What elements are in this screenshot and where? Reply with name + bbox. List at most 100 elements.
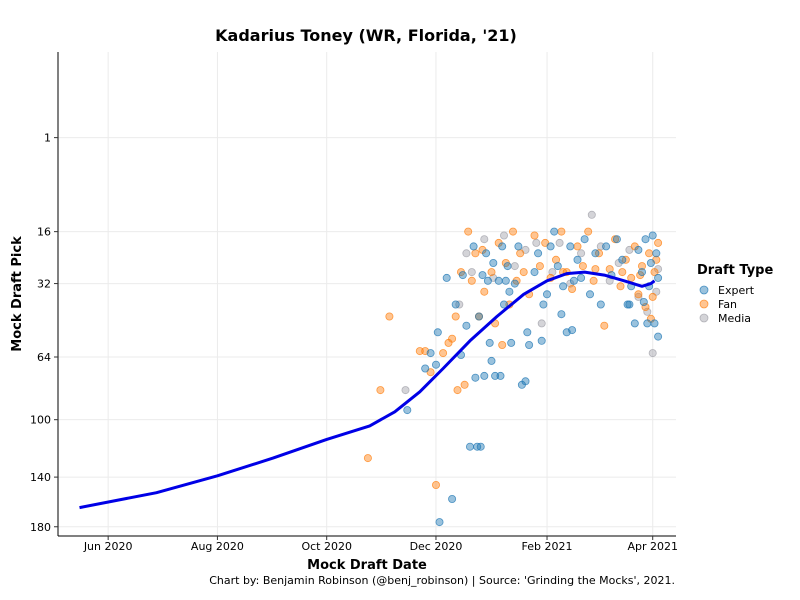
point-expert-52 bbox=[586, 290, 595, 299]
point-fan-16 bbox=[471, 249, 480, 258]
point-expert-11 bbox=[462, 321, 471, 330]
point-expert-43 bbox=[553, 262, 562, 271]
y-axis-ticks: 1 16 32 64 100 140 180 bbox=[30, 132, 58, 534]
point-expert-41 bbox=[546, 242, 555, 251]
point-fan-14 bbox=[464, 227, 473, 236]
point-expert-4 bbox=[433, 328, 442, 337]
x-tick-label: Aug 2020 bbox=[191, 540, 244, 553]
point-fan-38 bbox=[568, 284, 577, 293]
legend-swatch-expert bbox=[699, 285, 709, 295]
legend-label-media: Media bbox=[718, 312, 751, 325]
point-media-4 bbox=[480, 235, 489, 244]
point-fan-45 bbox=[605, 265, 614, 274]
point-expert-34 bbox=[514, 242, 523, 251]
legend-swatch-media bbox=[699, 313, 709, 323]
point-expert-72 bbox=[639, 297, 648, 306]
point-expert-12 bbox=[465, 442, 474, 451]
point-fan-29 bbox=[519, 268, 528, 277]
point-fan-1 bbox=[376, 386, 385, 395]
point-media-14 bbox=[577, 249, 586, 258]
y-tick-label: 16 bbox=[37, 226, 51, 239]
point-expert-17 bbox=[476, 442, 485, 451]
point-fan-51 bbox=[634, 290, 643, 299]
y-tick-label: 64 bbox=[37, 351, 51, 364]
point-expert-22 bbox=[485, 338, 494, 347]
point-media-0 bbox=[401, 386, 410, 395]
point-fan-10 bbox=[451, 312, 460, 321]
point-media-7 bbox=[510, 262, 519, 271]
point-media-6 bbox=[499, 231, 508, 240]
legend-label-expert: Expert bbox=[718, 284, 755, 297]
point-expert-77 bbox=[539, 300, 548, 309]
point-expert-68 bbox=[652, 249, 661, 258]
point-fan-2 bbox=[385, 312, 394, 321]
legend-title: Draft Type bbox=[697, 263, 773, 278]
point-expert-42 bbox=[550, 227, 559, 236]
point-expert-25 bbox=[491, 371, 500, 380]
point-expert-37 bbox=[525, 340, 534, 349]
x-axis-title: Mock Draft Date bbox=[307, 558, 427, 573]
point-fan-59 bbox=[648, 292, 657, 301]
point-fan-28 bbox=[516, 249, 525, 258]
point-expert-66 bbox=[648, 231, 657, 240]
point-expert-36 bbox=[521, 377, 530, 386]
point-expert-3 bbox=[431, 360, 440, 369]
point-fan-11 bbox=[453, 386, 462, 395]
point-fan-62 bbox=[591, 265, 600, 274]
point-expert-49 bbox=[573, 255, 582, 264]
point-expert-79 bbox=[646, 258, 655, 267]
point-expert-67 bbox=[650, 319, 659, 328]
point-fan-26 bbox=[508, 227, 517, 236]
point-expert-23 bbox=[487, 356, 496, 365]
point-media-12 bbox=[555, 238, 564, 247]
point-fan-42 bbox=[589, 276, 598, 285]
x-tick-label: Feb 2021 bbox=[522, 540, 573, 553]
chart-caption: Chart by: Benjamin Robinson (@benj_robin… bbox=[209, 574, 675, 587]
point-fan-40 bbox=[578, 262, 587, 271]
chart-title: Kadarius Toney (WR, Florida, '21) bbox=[215, 26, 517, 45]
point-fan-6 bbox=[431, 480, 440, 489]
point-fan-47 bbox=[616, 282, 625, 291]
point-expert-8 bbox=[451, 300, 460, 309]
point-expert-7 bbox=[448, 494, 457, 503]
point-fan-20 bbox=[487, 268, 496, 277]
point-expert-44 bbox=[557, 310, 566, 319]
point-expert-33 bbox=[510, 279, 519, 288]
point-expert-45 bbox=[559, 282, 568, 291]
point-fan-31 bbox=[530, 231, 539, 240]
point-media-10 bbox=[537, 319, 546, 328]
point-expert-74 bbox=[523, 328, 532, 337]
point-fan-13 bbox=[460, 380, 469, 389]
point-expert-0 bbox=[403, 406, 412, 415]
point-fan-58 bbox=[654, 238, 663, 247]
x-tick-label: Oct 2020 bbox=[301, 540, 352, 553]
y-tick-label: 180 bbox=[30, 521, 51, 534]
point-fan-3 bbox=[415, 347, 424, 356]
point-media-11 bbox=[548, 268, 557, 277]
point-expert-5 bbox=[435, 518, 444, 527]
point-expert-14 bbox=[471, 373, 480, 382]
point-expert-76 bbox=[568, 326, 577, 335]
point-expert-59 bbox=[623, 300, 632, 309]
point-fan-54 bbox=[645, 249, 654, 258]
point-expert-1 bbox=[421, 364, 430, 373]
point-expert-19 bbox=[480, 371, 489, 380]
point-expert-69 bbox=[654, 332, 663, 341]
legend-label-fan: Fan bbox=[718, 298, 737, 311]
point-media-22 bbox=[648, 349, 657, 358]
x-axis-ticks: Jun 2020 Aug 2020 Oct 2020 Dec 2020 Feb 2021… bbox=[83, 536, 678, 553]
trend-line bbox=[79, 270, 656, 510]
point-expert-71 bbox=[643, 319, 652, 328]
point-media-3 bbox=[467, 268, 476, 277]
point-fan-32 bbox=[535, 262, 544, 271]
point-expert-26 bbox=[494, 276, 503, 285]
point-fan-41 bbox=[584, 227, 593, 236]
legend-swatch-fan bbox=[699, 299, 709, 309]
y-axis-title: Mock Draft Pick bbox=[10, 236, 25, 352]
point-expert-64 bbox=[641, 235, 650, 244]
point-expert-16 bbox=[474, 312, 483, 321]
point-expert-18 bbox=[478, 271, 487, 280]
grid bbox=[58, 52, 676, 536]
